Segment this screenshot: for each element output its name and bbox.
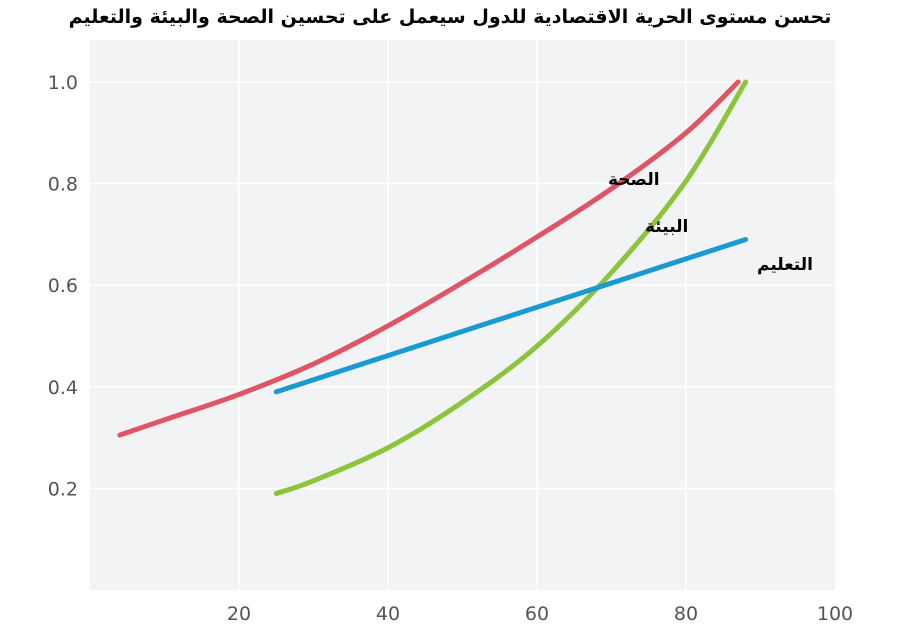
series-label-education: التعليم — [757, 255, 813, 275]
y-tick-label: 0.8 — [48, 174, 78, 196]
plot-area — [90, 40, 835, 590]
y-tick-label: 0.6 — [48, 275, 78, 297]
series-label-health: الصحة — [608, 170, 660, 190]
chart-title: تحسن مستوى الحرية الاقتصادية للدول سيعمل… — [68, 6, 832, 28]
x-tick-label: 20 — [227, 603, 251, 625]
x-tick-label: 60 — [525, 603, 549, 625]
x-tick-label: 40 — [376, 603, 400, 625]
series-line-education — [273, 236, 749, 395]
x-tick-label: 80 — [674, 603, 698, 625]
series-line-health — [117, 79, 741, 438]
series-label-environment: البيئة — [645, 217, 688, 237]
x-tick-label: 100 — [817, 603, 853, 625]
series-line-environment — [273, 79, 749, 496]
y-tick-label: 0.4 — [48, 377, 78, 399]
y-tick-label: 1.0 — [48, 72, 78, 94]
y-tick-label: 0.2 — [48, 478, 78, 500]
